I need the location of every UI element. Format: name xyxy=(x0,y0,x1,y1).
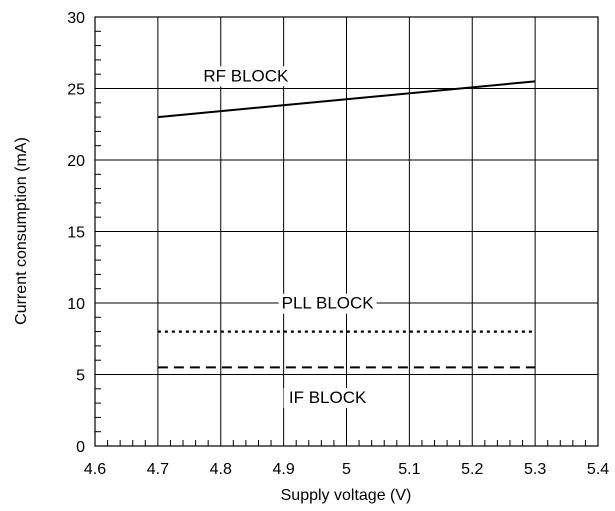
x-tick-label: 5.1 xyxy=(398,461,420,478)
x-tick-label: 4.9 xyxy=(273,461,295,478)
y-tick-label: 5 xyxy=(76,368,85,385)
series-labels: RF BLOCK PLL BLOCK IF BLOCK xyxy=(201,66,377,409)
x-tick-label: 5.3 xyxy=(524,461,546,478)
series-label-backing xyxy=(283,388,372,409)
series-label: IF BLOCK xyxy=(289,388,367,407)
x-tick-label: 4.6 xyxy=(84,461,106,478)
x-tick-label: 4.8 xyxy=(210,461,232,478)
y-tick-label: 30 xyxy=(67,10,85,27)
series-line-rf-block xyxy=(157,80,536,119)
x-tick-label: 4.7 xyxy=(147,461,169,478)
x-tick-label: 5 xyxy=(342,461,351,478)
x-axis-title: Supply voltage (V) xyxy=(281,487,412,504)
tick-labels: 4.6 4.7 4.8 4.9 5 5.1 5.2 5.3 5.4 0 5 10 15 20 25 30 xyxy=(67,10,609,478)
series-label-backing xyxy=(278,293,377,314)
plot-frame xyxy=(94,16,599,447)
series-lines xyxy=(157,80,536,369)
series-label-backing xyxy=(201,66,290,87)
x-tick-label: 5.2 xyxy=(461,461,483,478)
y-tick-label: 20 xyxy=(67,153,85,170)
series-label: RF BLOCK xyxy=(203,66,289,85)
minor-ticks xyxy=(95,30,586,446)
x-tick-label: 5.4 xyxy=(587,461,609,478)
y-tick-label: 0 xyxy=(76,439,85,456)
series-label: PLL BLOCK xyxy=(282,294,375,313)
grid xyxy=(94,16,599,447)
y-axis-title: Current consumption (mA) xyxy=(13,137,30,325)
y-tick-label: 25 xyxy=(67,82,85,99)
y-tick-label: 15 xyxy=(67,225,85,242)
y-tick-label: 10 xyxy=(67,296,85,313)
